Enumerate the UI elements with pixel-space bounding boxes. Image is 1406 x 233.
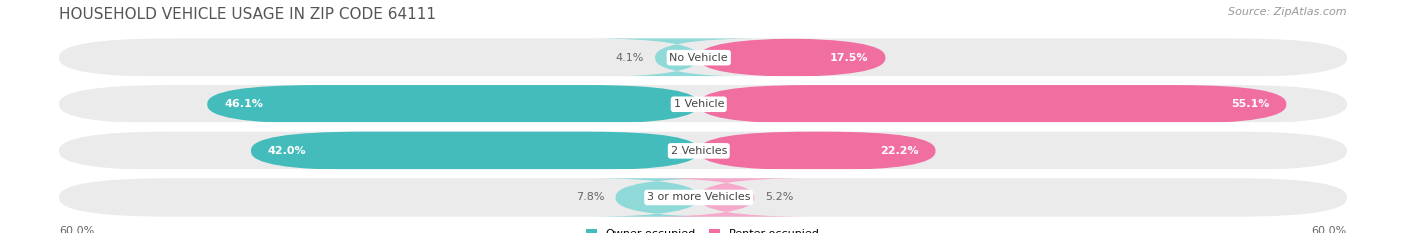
FancyBboxPatch shape (588, 38, 766, 77)
FancyBboxPatch shape (250, 132, 699, 170)
FancyBboxPatch shape (699, 132, 935, 170)
FancyBboxPatch shape (699, 38, 886, 77)
Text: No Vehicle: No Vehicle (669, 53, 728, 63)
Text: 60.0%: 60.0% (59, 226, 94, 233)
Text: Source: ZipAtlas.com: Source: ZipAtlas.com (1229, 7, 1347, 17)
Text: 3 or more Vehicles: 3 or more Vehicles (647, 192, 751, 202)
FancyBboxPatch shape (699, 85, 1286, 123)
Text: 5.2%: 5.2% (765, 192, 794, 202)
Text: 46.1%: 46.1% (224, 99, 263, 109)
Text: 2 Vehicles: 2 Vehicles (671, 146, 727, 156)
FancyBboxPatch shape (643, 178, 810, 217)
Text: 4.1%: 4.1% (616, 53, 644, 63)
FancyBboxPatch shape (588, 178, 727, 217)
FancyBboxPatch shape (59, 178, 1347, 217)
FancyBboxPatch shape (207, 85, 699, 123)
Text: HOUSEHOLD VEHICLE USAGE IN ZIP CODE 64111: HOUSEHOLD VEHICLE USAGE IN ZIP CODE 6411… (59, 7, 436, 22)
Text: 42.0%: 42.0% (269, 146, 307, 156)
FancyBboxPatch shape (59, 85, 1347, 123)
Text: 1 Vehicle: 1 Vehicle (673, 99, 724, 109)
Text: 7.8%: 7.8% (576, 192, 605, 202)
FancyBboxPatch shape (59, 132, 1347, 170)
Text: 22.2%: 22.2% (880, 146, 918, 156)
Legend: Owner-occupied, Renter-occupied: Owner-occupied, Renter-occupied (586, 229, 820, 233)
Text: 55.1%: 55.1% (1232, 99, 1270, 109)
Text: 60.0%: 60.0% (1312, 226, 1347, 233)
Text: 17.5%: 17.5% (830, 53, 869, 63)
FancyBboxPatch shape (59, 38, 1347, 77)
